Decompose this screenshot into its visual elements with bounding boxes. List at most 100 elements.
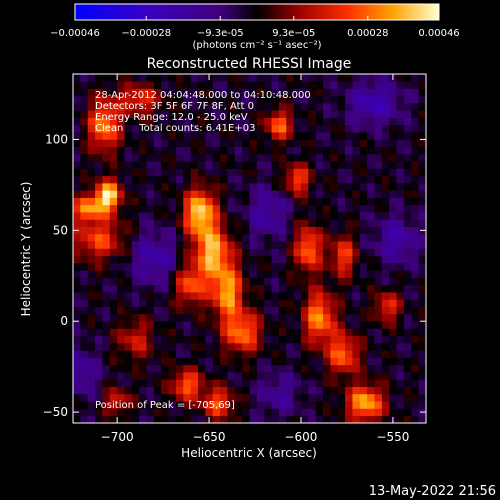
heatmap-cell-1672 [323,124,331,133]
heatmap-cell-877 [205,321,214,329]
heatmap-cell-1906 [359,168,368,177]
heatmap-cell-800 [190,183,199,191]
heatmap-cell-2173 [403,321,412,329]
heatmap-cell-400 [131,299,140,307]
heatmap-cell-461 [139,204,147,213]
heatmap-cell-849 [198,175,206,184]
heatmap-cell-40 [73,124,81,133]
heatmap-cell-773 [190,379,199,387]
heatmap-cell-541 [153,321,162,329]
heatmap-cell-799 [190,190,199,198]
heatmap-cell-2258 [418,401,426,409]
heatmap-cell-11 [73,335,81,344]
heatmap-cell-890 [205,226,214,235]
heatmap-cell-1957 [367,146,375,155]
heatmap-cell-2060 [381,95,390,104]
heatmap-cell-1791 [345,306,353,315]
heatmap-cell-1547 [308,335,316,344]
heatmap-cell-1539 [308,393,316,402]
heatmap-cell-1038 [227,197,236,206]
heatmap-cell-48 [80,415,89,423]
heatmap-cell-189 [95,88,103,97]
heatmap-cell-1300 [271,386,280,395]
heatmap-cell-406 [131,255,140,264]
heatmap-cell-199 [102,364,111,373]
heatmap-cell-1268 [264,270,272,278]
heatmap-cell-1989 [374,263,383,271]
heatmap-cell-1800 [345,241,353,249]
heatmap-cell-1904 [359,183,368,191]
heatmap-cell-1586 [315,401,324,409]
heatmap-cell-1265 [264,292,272,300]
heatmap-cell-454 [139,255,147,264]
heatmap-cell-969 [220,350,228,358]
heatmap-cell-2140 [396,212,405,220]
heatmap-cell-1678 [323,81,331,89]
heatmap-cell-58 [80,343,89,351]
heatmap-cell-705 [175,175,184,184]
heatmap-cell-1808 [345,183,353,191]
heatmap-cell-420 [131,153,140,162]
heatmap-cell-853 [198,146,206,155]
heatmap-cell-1498 [300,343,309,351]
heatmap-cell-419 [131,161,140,169]
heatmap-cell-2038 [381,255,390,264]
heatmap-cell-514 [146,168,155,177]
heatmap-cell-78 [80,197,89,206]
heatmap-cell-122 [87,226,96,235]
heatmap-cell-1229 [256,204,265,213]
heatmap-cell-656 [168,183,177,191]
heatmap-cell-1040 [227,183,236,191]
heatmap-cell-2218 [411,343,419,351]
heatmap-cell-1325 [271,204,280,213]
heatmap-cell-2100 [389,153,397,162]
heatmap-cell-745 [183,233,191,242]
heatmap-cell-1141 [242,146,250,155]
heatmap-cell-535 [153,364,162,373]
heatmap-cell-1767 [337,132,346,140]
heatmap-cell-1671 [323,132,331,140]
heatmap-cell-20 [73,270,81,278]
heatmap-cell-646 [168,255,177,264]
heatmap-cell-532 [153,386,162,395]
heatmap-cell-742 [183,255,191,264]
heatmap-cell-2075 [389,335,397,344]
heatmap-cell-1468 [293,212,302,220]
heatmap-cell-1704 [330,241,339,249]
heatmap-cell-1713 [330,175,339,184]
heatmap-cell-1309 [271,321,280,329]
heatmap-cell-74 [80,226,89,235]
heatmap-cell-1589 [315,379,324,387]
heatmap-cell-584 [161,357,169,366]
heatmap-cell-1876 [359,386,368,395]
heatmap-cell-1237 [256,146,265,155]
heatmap-cell-1701 [330,263,339,271]
heatmap-cell-2053 [381,146,390,155]
heatmap-cell-2295 [418,132,426,140]
heatmap-cell-2293 [418,146,426,155]
heatmap-cell-390 [131,372,140,380]
heatmap-cell-1050 [227,110,236,118]
heatmap-cell-990 [220,197,228,206]
heatmap-cell-1049 [227,117,236,126]
colorbar-tick-label-2: −9.3e-05 [197,28,244,39]
heatmap-cell-1132 [242,212,250,220]
heatmap-cell-1553 [308,292,316,300]
heatmap-cell-1517 [300,204,309,213]
heatmap-cell-822 [198,372,206,380]
heatmap-cell-1230 [256,197,265,206]
heatmap-cell-1846 [352,255,361,264]
heatmap-cell-1414 [286,255,294,264]
heatmap-cell-1975 [374,364,383,373]
heatmap-cell-280 [109,124,118,133]
heatmap-cell-2253 [411,88,419,97]
chart-title: Reconstructed RHESSI Image [147,56,352,72]
x-axis-label: Heliocentric X (arcsec) [181,446,317,460]
heatmap-cell-2011 [374,103,383,111]
heatmap-cell-2044 [381,212,390,220]
heatmap-cell-1682 [330,401,339,409]
heatmap-cell-686 [175,313,184,322]
heatmap-cell-2186 [403,226,412,235]
heatmap-cell-1430 [286,139,294,148]
heatmap-cell-744 [183,241,191,249]
